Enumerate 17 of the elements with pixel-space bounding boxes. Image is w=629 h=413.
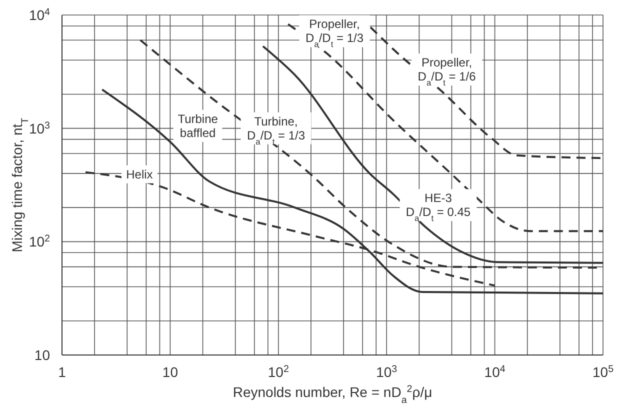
series-label: Propeller, D$_{a}$/D$_{t}$ = 1/6	[418, 56, 476, 88]
series-label: HE-3 D$_{a}$/D$_{t}$ = 0.45	[406, 191, 471, 224]
x-axis-title: Reynolds number, Re = nD$_{a}$$^{2}$ρ/μ	[232, 384, 432, 406]
series-label: Helix	[126, 167, 153, 182]
x-tick-label: 10$^{5}$	[592, 364, 614, 380]
y-tick-label: 10$^{2}$	[28, 233, 50, 250]
y-tick-label: 10$^{3}$	[28, 120, 51, 136]
series-label: Turbine baffled	[178, 112, 218, 140]
series-label: Turbine, D$_{a}$/D$_{t}$ = 1/3	[246, 114, 306, 146]
x-tick-label: 1	[58, 364, 66, 380]
y-tick-label: 10	[34, 347, 50, 363]
x-tick-label: 10$^{4}$	[484, 364, 506, 380]
series-label: Propeller, D$_{a}$/D$_{t}$ = 1/3	[305, 17, 364, 50]
x-tick-label: 10$^{3}$	[376, 364, 398, 380]
y-tick-label: 10$^{4}$	[28, 6, 51, 23]
x-tick-label: 10	[162, 364, 178, 380]
x-tick-label: 10$^{2}$	[268, 364, 289, 380]
